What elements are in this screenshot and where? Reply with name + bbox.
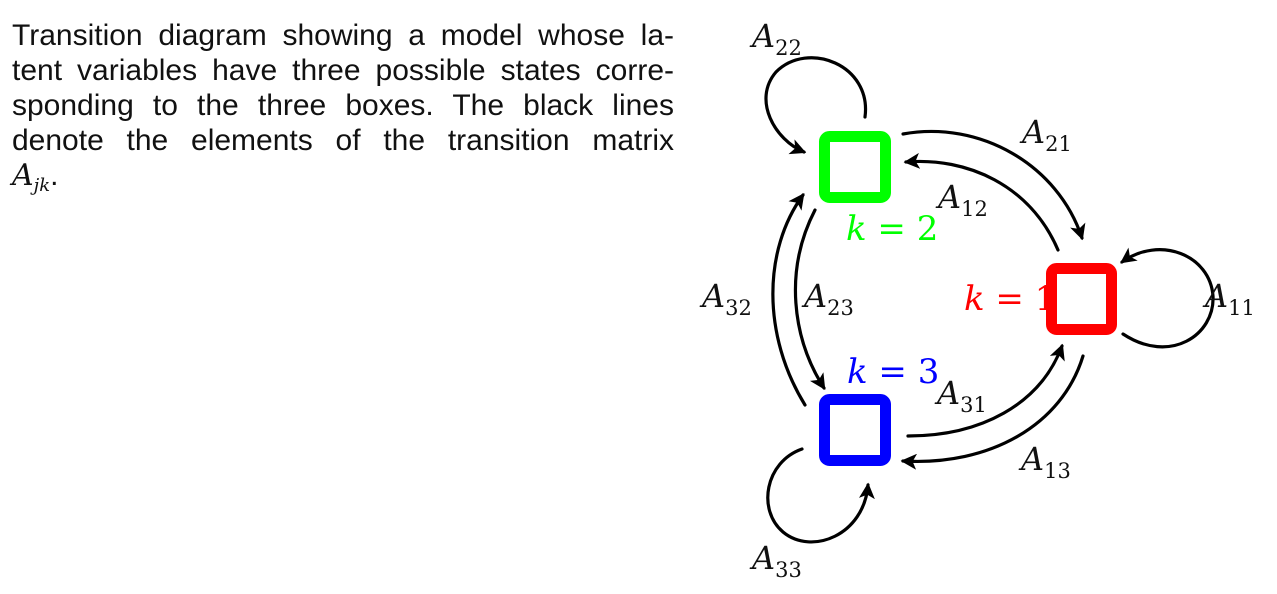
state-label-k2-var: k [846,209,867,249]
state-box-k2 [819,131,891,203]
state-label-k3-eq: = 3 [868,352,940,392]
figure-caption: Transition diagram showing a model whose… [12,18,674,203]
label-A11: A11 [1202,277,1255,320]
state-label-k1-eq: = 1 [985,279,1057,319]
matrix-symbol: Ajk [12,158,51,196]
label-A22: A22 [749,17,802,60]
matrix-symbol-subscript: jk [33,175,51,196]
state-label-k1-var: k [964,279,985,319]
label-A13-sym: A [1018,440,1044,478]
arrow-A33 [766,447,875,544]
label-A12: A12 [935,178,988,221]
label-A33-sym: A [749,539,775,577]
state-label-k2: k = 2 [846,209,938,249]
caption-line-3: sponding to the three boxes. The black l… [12,89,674,122]
arrow-A12 [903,152,1060,252]
label-A32: A32 [699,277,752,320]
label-A22-sym: A [749,17,775,55]
label-A31-sub: 31 [960,393,987,417]
arrow-A32 [771,193,807,407]
state-box-k3 [819,394,891,466]
label-A13: A13 [1018,440,1071,483]
caption-line-5: Ajk. [12,158,674,203]
label-A32-sub: 32 [725,296,752,320]
label-A31-sym: A [934,374,960,412]
arrow-A13 [900,354,1085,470]
arrow-A31 [906,343,1065,438]
label-A12-sym: A [935,178,961,216]
label-A32-sym: A [699,277,725,315]
label-A11-sym: A [1202,277,1228,315]
caption-line-1: Transition diagram showing a model whose… [12,19,674,52]
state-label-k3: k = 3 [847,352,939,392]
arrow-A22 [764,56,868,155]
label-A23: A23 [801,277,854,320]
arrow-A23 [793,208,826,391]
label-A31: A31 [934,374,987,417]
label-A12-sub: 12 [961,197,988,221]
label-A21-sub: 21 [1045,132,1072,156]
label-A33: A33 [749,539,802,582]
transition-arrows [764,56,1215,544]
label-A33-sub: 33 [775,558,802,582]
matrix-symbol-letter: A [12,158,34,193]
label-A21: A21 [1019,113,1072,156]
label-A13-sub: 13 [1044,459,1071,483]
label-A11-sub: 11 [1228,296,1255,320]
caption-line-4: denote the elements of the transition ma… [12,124,674,157]
state-box-k1 [1046,263,1117,335]
state-label-k3-var: k [847,352,868,392]
caption-line-2: tent variables have three possible state… [12,54,674,87]
state-label-k1: k = 1 [964,279,1056,319]
label-A23-sym: A [801,277,827,315]
label-A23-sub: 23 [827,296,854,320]
label-A22-sub: 22 [775,36,802,60]
arrow-A21 [901,129,1086,241]
arrow-A11 [1120,247,1215,349]
label-A21-sym: A [1019,113,1045,151]
state-label-k2-eq: = 2 [867,209,939,249]
caption-end-punct: . [50,159,59,192]
